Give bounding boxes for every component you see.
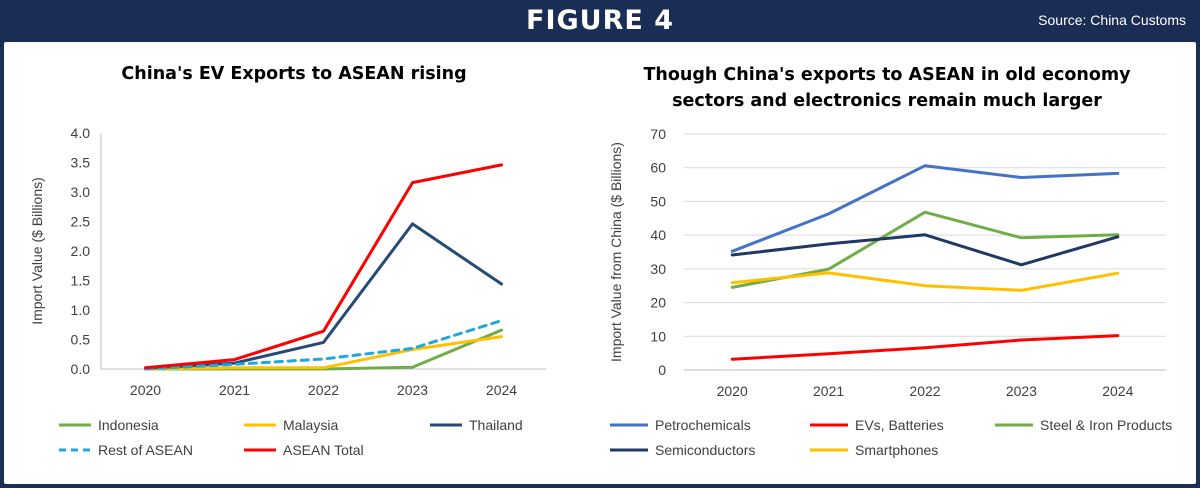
series-line-petrochemicals [730,164,1120,253]
x-tick-label: 2020 [717,383,748,399]
y-tick-label: 3.5 [71,155,91,171]
y-tick-label: 4.0 [71,125,91,141]
y-axis-title: Import Value from China ($ Billions) [608,142,624,362]
y-tick-label: 0.0 [71,361,91,377]
x-tick-label: 2022 [909,383,940,399]
y-tick-label: 30 [650,261,666,277]
x-tick-label: 2020 [130,382,161,398]
y-tick-label: 0.5 [71,332,91,348]
series-line-semiconductors [730,233,1120,267]
y-tick-label: 70 [650,126,666,142]
y-tick-label: 20 [650,295,666,311]
y-tick-label: 60 [650,160,666,176]
y-tick-label: 1.5 [71,273,91,289]
x-tick-label: 2022 [308,382,339,398]
legend-label-petrochemicals: Petrochemicals [655,417,751,433]
legend-label-malaysia: Malaysia [283,417,338,433]
series-line-rest-of-asean [144,319,503,371]
x-tick-label: 2023 [397,382,428,398]
chart-title-line: sectors and electronics remain much larg… [672,91,1102,111]
legend-label-rest-of-asean: Rest of ASEAN [98,442,193,458]
legend-label-evs-batteries: EVs, Batteries [855,417,944,433]
x-tick-label: 2024 [486,382,517,398]
series-line-evs-batteries [730,334,1120,361]
y-tick-label: 40 [650,227,666,243]
series-line-thailand [144,222,503,370]
y-tick-label: 2.0 [71,243,91,259]
legend-label-indonesia: Indonesia [98,417,159,433]
y-tick-label: 2.5 [71,214,91,230]
x-tick-label: 2021 [813,383,844,399]
legend-label-thailand: Thailand [469,417,523,433]
chart-title-line: Though China's exports to ASEAN in old e… [643,65,1131,85]
x-tick-label: 2023 [1006,383,1037,399]
y-tick-label: 0 [658,362,666,378]
sector-exports-chart: Though China's exports to ASEAN in old e… [608,65,1172,458]
legend-label-steel-iron-products: Steel & Iron Products [1040,417,1172,433]
legend-label-asean-total: ASEAN Total [283,442,364,458]
figure-header: FIGURE 4 Source: China Customs [0,0,1200,42]
series-line-smartphones [730,271,1120,292]
charts-panel: China's EV Exports to ASEAN rising 0.0 0.5… [4,42,1196,484]
ev-exports-chart: China's EV Exports to ASEAN rising 0.0 0.5… [29,64,546,458]
legend-label-semiconductors: Semiconductors [655,442,755,458]
source-note: Source: China Customs [1038,12,1186,28]
series-line-asean-total [144,163,503,370]
y-axis-title: Import Value ($ Billions) [29,177,45,325]
series-line-malaysia [144,335,503,371]
y-tick-label: 3.0 [71,184,91,200]
x-tick-label: 2021 [219,382,250,398]
chart-title-line: China's EV Exports to ASEAN rising [121,64,466,84]
y-tick-label: 50 [650,193,666,209]
y-tick-label: 10 [650,328,666,344]
y-tick-label: 1.0 [71,302,91,318]
x-tick-label: 2024 [1102,383,1133,399]
legend-label-smartphones: Smartphones [855,442,938,458]
figure-title: FIGURE 4 [526,5,674,36]
